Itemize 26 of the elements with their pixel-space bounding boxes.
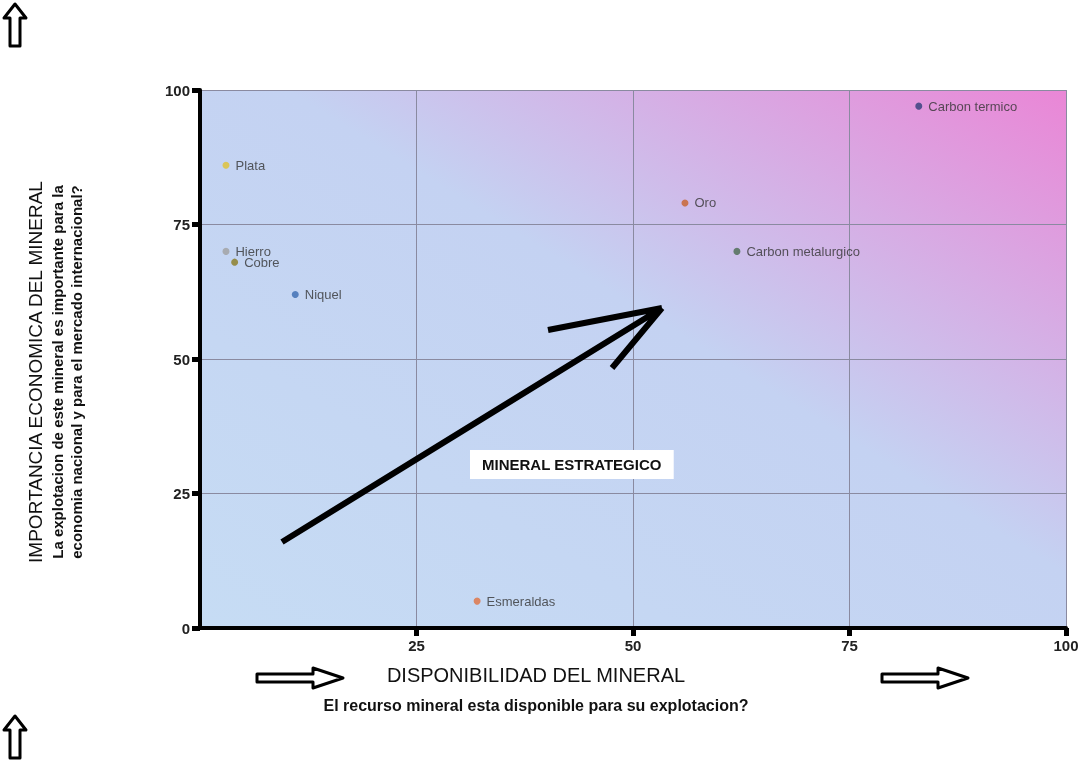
series-label: Plata bbox=[235, 157, 266, 173]
point bbox=[915, 102, 923, 110]
y-tick-label: 75 bbox=[173, 216, 190, 233]
point bbox=[291, 290, 299, 298]
y-axis-title: IMPORTANCIA ECONOMICA DEL MINERAL La explotacion de este mineral es importante para la economia nacional y para el mercado internacional? bbox=[23, 180, 86, 565]
series-label: Carbon termico bbox=[928, 98, 1018, 114]
x-tick-label: 25 bbox=[408, 637, 425, 654]
point bbox=[222, 247, 230, 255]
y-tick-label: 0 bbox=[181, 619, 190, 637]
annotation: MINERAL ESTRATEGICO bbox=[482, 456, 662, 473]
series-label: Oro bbox=[694, 195, 717, 211]
x-tick-label: 100 bbox=[1053, 637, 1079, 654]
x-axis-title: DISPONIBILIDAD DEL MINERAL El recurso mineral esta disponible para su explotacion? bbox=[322, 663, 750, 716]
x-tick-label: 50 bbox=[624, 637, 642, 654]
point bbox=[733, 247, 741, 255]
series-label: Hierro bbox=[235, 243, 271, 259]
point bbox=[231, 258, 239, 266]
y-tick-label: 50 bbox=[173, 350, 190, 368]
series-label: Niquel bbox=[304, 286, 342, 302]
series-label: Carbon metalurgico bbox=[746, 243, 860, 259]
series-label: Esmeraldas bbox=[486, 593, 556, 609]
y-tick-label: 25 bbox=[173, 485, 190, 502]
point bbox=[222, 161, 230, 169]
y-tick-label: 100 bbox=[164, 81, 190, 99]
point bbox=[473, 597, 481, 605]
x-tick-label: 75 bbox=[841, 637, 858, 654]
